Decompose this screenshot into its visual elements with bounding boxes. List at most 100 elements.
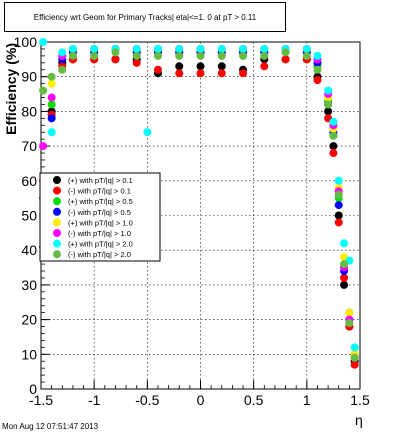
legend-label: (-) with pT/|q| > 1.0 xyxy=(68,229,131,238)
data-point xyxy=(143,128,152,137)
legend-marker xyxy=(53,207,61,216)
legend-label: (-) with pT/|q| > 2.0 xyxy=(68,250,131,259)
data-point xyxy=(340,260,349,269)
data-point xyxy=(196,69,205,78)
data-point xyxy=(39,142,48,151)
data-point xyxy=(47,128,56,137)
data-point xyxy=(334,190,343,199)
legend-marker xyxy=(53,176,61,184)
data-point xyxy=(39,38,48,46)
data-point xyxy=(313,76,322,85)
legend-label: (-) with pT/|q| > 0.5 xyxy=(68,208,131,217)
data-point xyxy=(47,72,56,81)
chart-title: Efficiency wrt Geom for Primary Tracks| xyxy=(33,12,174,22)
data-point xyxy=(217,62,226,71)
y-tick-label: 70 xyxy=(21,138,37,154)
data-point xyxy=(175,62,184,71)
legend-item: (+) with pT/|q| > 1.0 xyxy=(53,218,133,227)
data-point xyxy=(334,176,343,185)
data-point xyxy=(111,55,120,64)
legend-item: (+) with pT/|q| > 0.1 xyxy=(53,176,133,185)
legend-marker xyxy=(53,218,61,227)
data-point xyxy=(39,86,48,95)
data-point xyxy=(350,360,359,369)
data-point xyxy=(90,44,99,53)
y-tick-label: 40 xyxy=(21,242,37,258)
data-point xyxy=(196,62,205,71)
data-point xyxy=(47,114,56,123)
legend-marker xyxy=(53,229,61,237)
y-tick-label: 100 xyxy=(14,34,38,50)
x-tick-label: 1 xyxy=(303,392,311,408)
data-point xyxy=(302,44,311,53)
legend-label: (-) with pT/|q| > 0.1 xyxy=(68,187,131,196)
data-point xyxy=(329,117,338,126)
data-point xyxy=(90,51,99,60)
data-point xyxy=(153,51,162,60)
y-tick-label: 30 xyxy=(21,277,37,293)
data-point xyxy=(217,44,226,53)
data-point xyxy=(239,51,248,60)
data-point xyxy=(345,308,354,317)
x-tick-label: 0.5 xyxy=(244,392,264,408)
legend-item: (+) with pT/|q| > 2.0 xyxy=(53,239,133,249)
data-point xyxy=(324,100,333,109)
data-point xyxy=(196,44,205,53)
legend-item: (+) with pT/|q| > 0.5 xyxy=(53,197,133,206)
data-point xyxy=(68,51,77,60)
data-point xyxy=(175,51,184,60)
y-axis-label: Efficiency (%) xyxy=(3,43,19,135)
legend-marker xyxy=(53,250,61,259)
data-point xyxy=(329,131,338,140)
chart-title-overlay: eta|<=1. 0 at pT > 0.11 xyxy=(175,12,257,22)
chart-title-box: Efficiency wrt Geom for Primary Tracks| … xyxy=(4,2,286,32)
data-point xyxy=(329,142,338,151)
y-tick-label: 60 xyxy=(21,173,37,189)
y-tick-label: 0 xyxy=(29,381,37,397)
data-point xyxy=(313,51,322,60)
data-point xyxy=(313,65,322,74)
legend-label: (+) with pT/|q| > 2.0 xyxy=(68,240,133,249)
data-point xyxy=(302,51,311,60)
data-point xyxy=(47,93,56,102)
y-tick-label: 90 xyxy=(21,69,37,85)
data-point xyxy=(345,319,354,328)
data-point xyxy=(239,69,248,78)
data-point xyxy=(260,51,269,60)
x-tick-label: -0.5 xyxy=(135,392,159,408)
data-point xyxy=(47,100,56,109)
legend-item: (-) with pT/|q| > 0.5 xyxy=(53,207,131,217)
data-point xyxy=(153,44,162,53)
y-tick-label: 80 xyxy=(21,103,37,119)
legend-box xyxy=(39,172,161,262)
data-point xyxy=(350,353,359,362)
series-7 xyxy=(39,48,359,362)
data-point xyxy=(334,201,343,210)
timestamp-footer: Mon Aug 12 07:51:47 2013 xyxy=(2,422,99,431)
data-point xyxy=(58,48,67,57)
x-axis-label: η xyxy=(355,412,363,428)
legend: (+) with pT/|q| > 0.1 (-) with pT/|q| > 0… xyxy=(39,172,161,262)
legend-marker xyxy=(53,186,61,195)
legend-item: (-) with pT/|q| > 0.1 xyxy=(53,186,131,196)
y-tick-label: 20 xyxy=(21,312,37,328)
data-point xyxy=(340,280,349,289)
data-point xyxy=(340,239,349,248)
y-tick-label: 50 xyxy=(21,208,37,224)
legend-label: (+) with pT/|q| > 0.5 xyxy=(68,197,133,206)
x-tick-label: -1.5 xyxy=(29,392,53,408)
data-point xyxy=(47,79,56,88)
data-point xyxy=(350,343,359,352)
data-point xyxy=(324,86,333,95)
data-point xyxy=(132,44,141,53)
legend-marker xyxy=(53,197,61,206)
data-point xyxy=(260,44,269,53)
legend-label: (+) with pT/|q| > 1.0 xyxy=(68,218,133,227)
data-point xyxy=(334,218,343,227)
data-point xyxy=(217,51,226,60)
data-point xyxy=(132,58,141,67)
data-point xyxy=(324,107,333,116)
data-point xyxy=(58,65,67,74)
data-point xyxy=(260,62,269,71)
